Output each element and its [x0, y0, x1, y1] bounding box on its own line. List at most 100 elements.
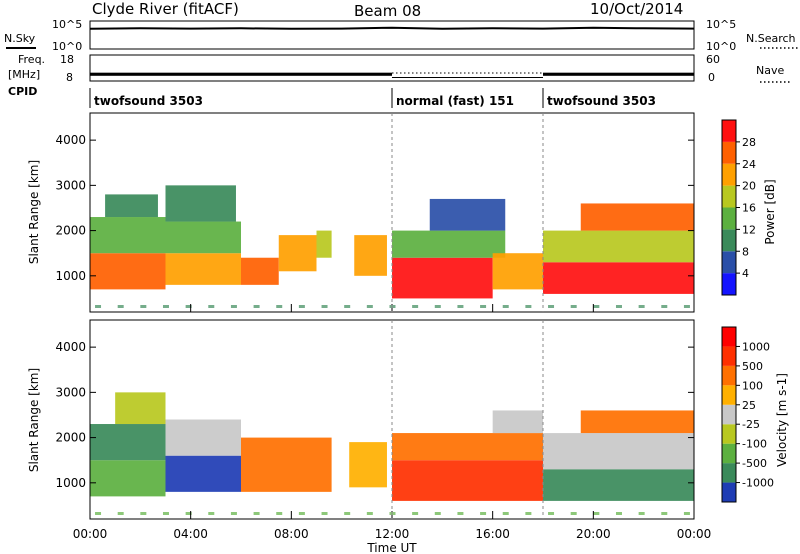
data-band: [543, 262, 694, 294]
data-band: [316, 230, 332, 258]
data-speck: [661, 512, 668, 515]
cpid-label: CPID: [8, 85, 37, 98]
data-speck: [230, 305, 237, 308]
data-speck: [525, 512, 532, 515]
colorbar-segment: [722, 185, 736, 208]
data-speck: [525, 305, 532, 308]
data-speck: [344, 512, 351, 515]
data-speck: [548, 305, 555, 308]
colorbar-tick-label: 1000: [742, 340, 770, 353]
colorbar-segment: [722, 229, 736, 252]
xtick-label: 00:00: [677, 527, 712, 541]
colorbar-tick-label: -1000: [742, 477, 774, 490]
data-band: [90, 460, 166, 497]
data-speck: [298, 512, 305, 515]
data-speck: [570, 305, 577, 308]
colorbar-segment: [722, 251, 736, 274]
colorbar-segment: [722, 163, 736, 186]
freq-tick-bottom: 8: [66, 71, 73, 84]
data-band: [90, 424, 166, 461]
data-band: [543, 433, 694, 470]
colorbar-tick-label: 500: [742, 360, 763, 373]
ytick-label: 3000: [55, 178, 86, 192]
colorbar-segment: [722, 385, 736, 405]
data-band: [580, 203, 694, 231]
nave-tick-bottom: 0: [708, 71, 715, 84]
colorbar-segment: [722, 207, 736, 230]
data-speck: [366, 512, 373, 515]
data-band: [392, 230, 506, 258]
data-band: [105, 194, 158, 218]
data-speck: [434, 512, 441, 515]
cpid-label: twofsound 3503: [94, 94, 203, 108]
noise-series-line: [89, 26, 695, 30]
colorbar-segment: [722, 273, 736, 295]
data-band: [392, 257, 493, 299]
data-band: [241, 437, 332, 492]
data-speck: [457, 305, 464, 308]
data-speck: [298, 305, 305, 308]
cpid-label: normal (fast) 151: [396, 94, 514, 108]
data-band: [429, 198, 506, 231]
nave-label: Nave: [756, 64, 784, 77]
xaxis-label: Time UT: [366, 541, 417, 554]
freq-label: Freq.: [18, 53, 45, 66]
data-speck: [548, 512, 555, 515]
xtick-label: 20:00: [576, 527, 611, 541]
data-speck: [321, 305, 328, 308]
colorbar-segment: [722, 346, 736, 366]
date-title: 10/Oct/2014: [590, 0, 683, 18]
data-band: [90, 217, 166, 254]
colorbar-segment: [722, 443, 736, 464]
ytick-label: 4000: [55, 340, 86, 354]
data-speck: [321, 512, 328, 515]
data-speck: [185, 512, 192, 515]
data-band: [492, 410, 543, 434]
noise-right-tick-top: 10^5: [706, 18, 736, 31]
colorbar-tick-label: 4: [742, 267, 749, 280]
data-band: [165, 455, 241, 492]
colorbar-tick-label: 28: [742, 136, 756, 149]
power-ylabel: Slant Range [km]: [27, 160, 41, 264]
colorbar-segment: [722, 404, 736, 425]
data-band: [492, 253, 543, 290]
colorbar-segment: [722, 327, 736, 347]
data-speck: [615, 512, 622, 515]
data-speck: [570, 512, 577, 515]
data-speck: [457, 512, 464, 515]
data-speck: [117, 512, 124, 515]
power-colorbar-label: Power [dB]: [763, 179, 777, 244]
data-band: [90, 253, 166, 290]
xtick-label: 04:00: [173, 527, 208, 541]
nave-tick-top: 60: [706, 53, 720, 66]
data-speck: [208, 512, 215, 515]
data-band: [278, 235, 317, 272]
colorbar-segment: [722, 463, 736, 483]
data-speck: [185, 305, 192, 308]
data-speck: [593, 512, 600, 515]
colorbar-segment: [722, 365, 736, 386]
noise-right-label: N.Search: [746, 32, 796, 45]
data-band: [392, 433, 543, 461]
colorbar-tick-label: -25: [742, 418, 760, 431]
colorbar-tick-label: 12: [742, 223, 756, 236]
data-speck: [502, 305, 509, 308]
cpid-label: twofsound 3503: [547, 94, 656, 108]
data-speck: [253, 512, 260, 515]
colorbar-segment: [722, 120, 736, 142]
colorbar-tick-label: 24: [742, 158, 756, 171]
data-speck: [638, 512, 645, 515]
beam-title: Beam 08: [354, 2, 421, 20]
data-speck: [117, 305, 124, 308]
colorbar-tick-label: -500: [742, 457, 767, 470]
velocity-colorbar-label: Velocity [m s-1]: [775, 373, 789, 467]
colorbar-tick-label: 25: [742, 399, 756, 412]
data-speck: [95, 512, 102, 515]
data-speck: [208, 305, 215, 308]
xtick-label: 16:00: [475, 527, 510, 541]
colorbar-frame: [721, 326, 737, 503]
ytick-label: 1000: [55, 269, 86, 283]
data-speck: [480, 305, 487, 308]
velocity-panel: 1000 2000 3000 4000 Slant Range [km] 1000 50…: [27, 319, 789, 520]
colorbar-tick-label: -100: [742, 438, 767, 451]
